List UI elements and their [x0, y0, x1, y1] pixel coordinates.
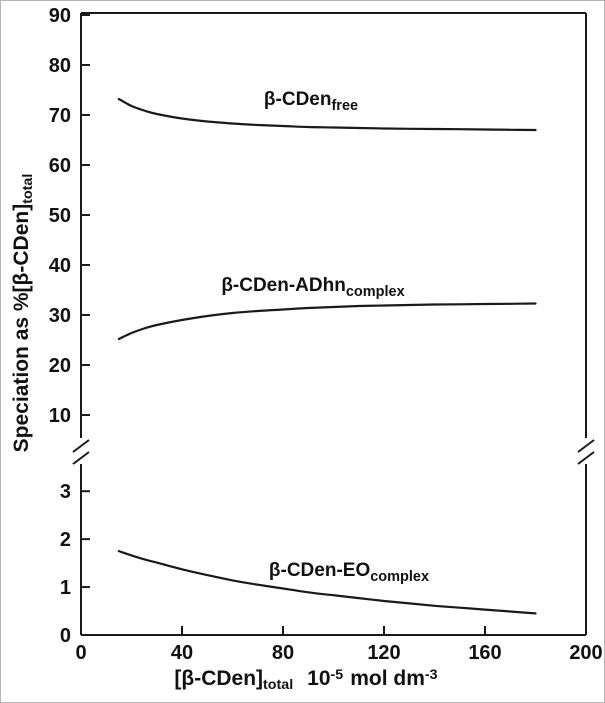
series-curve-beta-CDen-free	[117, 97, 537, 132]
axis-break-icon	[72, 439, 90, 453]
x-axis-label-units: mol dm	[350, 667, 425, 691]
y-axis-label-text: Speciation as %[β-CDen]	[10, 203, 34, 453]
curve-label-beta-CDen-free: β-CDenfree	[264, 89, 358, 114]
x-tick-label: 160	[468, 642, 501, 664]
x-tick-label: 80	[272, 642, 294, 664]
upper-y-tick-label: 80	[49, 55, 71, 77]
lower-y-tick-label: 1	[60, 577, 71, 599]
series-curve-beta-CDen-EO-complex	[117, 550, 537, 615]
upper-y-tick-label: 70	[49, 105, 71, 127]
x-tick-label: 120	[367, 642, 400, 664]
x-axis-label-bracket: [β-CDen]	[174, 667, 264, 691]
x-axis-label-factor-exp: -5	[330, 666, 344, 683]
axis-break-icon	[577, 451, 595, 465]
upper-y-tick-label: 60	[49, 155, 71, 177]
upper-y-tick-label: 40	[49, 255, 71, 277]
x-axis-label-factor: 10	[307, 667, 331, 691]
x-axis-label-bracket-sub: total	[263, 677, 294, 694]
upper-y-tick-label: 30	[49, 305, 71, 327]
curve-label-beta-CDen-EO-complex: β-CDen-EOcomplex	[269, 560, 429, 585]
upper-y-tick-label: 10	[49, 405, 71, 427]
lower-y-tick-label: 2	[60, 529, 71, 551]
y-axis-label-sub: total	[19, 173, 36, 204]
upper-y-tick-label: 90	[49, 5, 71, 27]
y-axis-label: Speciation as %[β-CDen]total	[10, 174, 36, 453]
axis-break-icon	[72, 451, 90, 465]
x-tick-label: 40	[171, 642, 193, 664]
curve-label-beta-CDen-ADhn-complex: β-CDen-ADhncomplex	[221, 275, 404, 300]
x-tick-label: 200	[569, 642, 602, 664]
x-axis-label-units-exp: -3	[424, 666, 438, 683]
series-curve-beta-CDen-ADhn-complex	[117, 302, 537, 341]
x-axis-label: [β-CDen]total 10-5 mol dm-3	[174, 667, 437, 693]
upper-y-tick-label: 20	[49, 355, 71, 377]
lower-y-tick-label: 3	[60, 481, 71, 503]
lower-y-tick-label: 0	[60, 625, 71, 647]
axis-break-icon	[577, 439, 595, 453]
upper-y-tick-label: 50	[49, 205, 71, 227]
x-tick-label: 0	[75, 642, 86, 664]
